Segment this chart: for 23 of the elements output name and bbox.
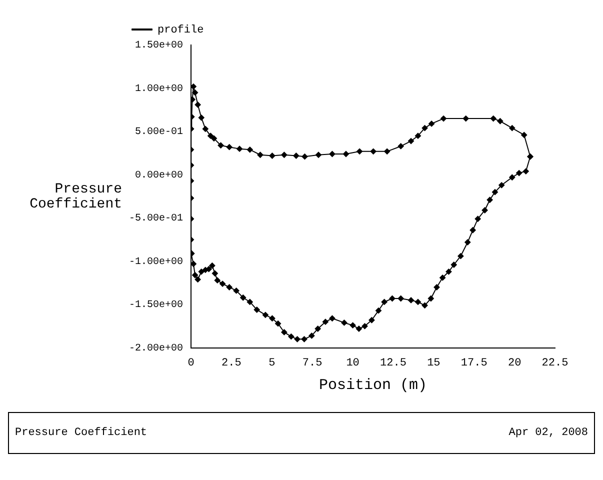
y-tick-label: 1.00e+00: [134, 84, 184, 95]
y-axis-title: Pressure Coefficient: [30, 182, 122, 213]
x-tick-label: 10: [346, 357, 360, 370]
y-tick-label: -1.50e+00: [128, 300, 184, 312]
x-tick-label: 12.5: [380, 357, 406, 370]
x-axis-title: Position (m): [318, 376, 428, 394]
legend-label: profile: [158, 24, 204, 36]
x-tick-label: 0: [188, 357, 194, 370]
y-tick-label: 1.50e+00: [134, 40, 184, 52]
x-tick-label: 15: [427, 357, 440, 370]
y-tick-label: -2.00e+00: [128, 343, 184, 354]
y-tick-label: 0.00e+00: [134, 170, 184, 182]
text: Apr 02, 2008: [508, 427, 588, 439]
y-tick-label: -5.00e-01: [128, 214, 184, 225]
x-tick-label: 5: [268, 357, 276, 370]
x-tick-label: 22.5: [542, 357, 568, 370]
x-tick-label: 7.5: [302, 357, 322, 370]
x-tick-label: 17.5: [460, 357, 488, 370]
text: Pressure Coefficient: [15, 427, 148, 439]
y-tick-label: 5.00e-01: [134, 127, 184, 138]
x-tick-label: 20: [508, 357, 522, 370]
x-tick-label: 2.5: [222, 357, 242, 370]
y-tick-label: -1.00e+00: [128, 256, 184, 268]
